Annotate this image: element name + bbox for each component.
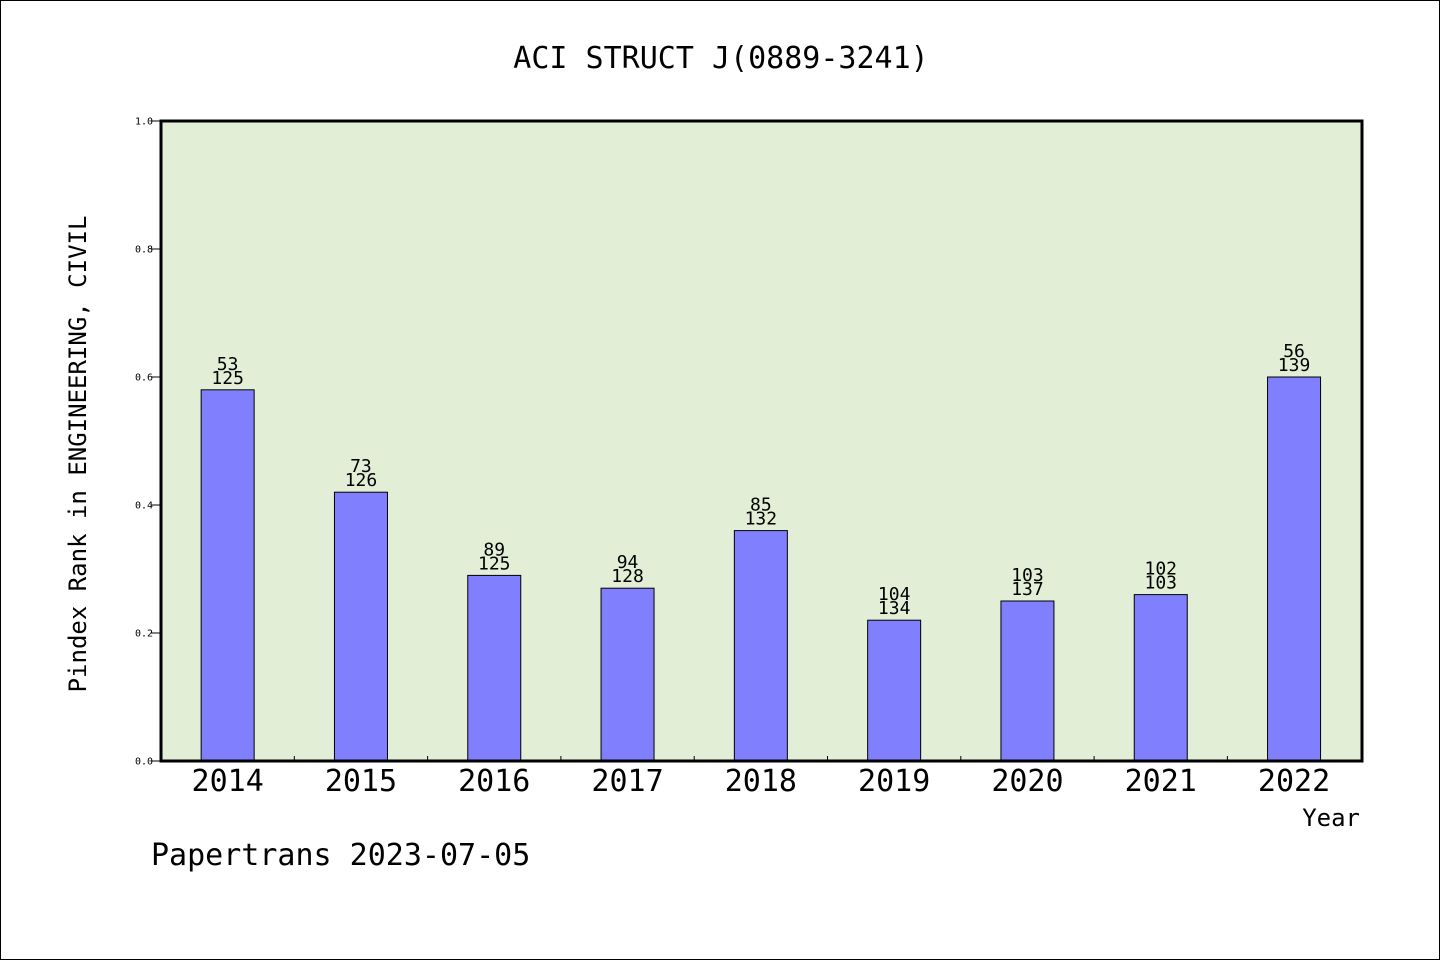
x-tick-label: 2017 (591, 764, 663, 799)
x-tick-labels: 2014 2015 2016 2017 2018 2019 2020 2021 2022 (192, 764, 1331, 799)
y-tick-label: 1.0 (135, 117, 153, 128)
total-label: 128 (611, 566, 644, 587)
footer-text: Papertrans 2023-07-05 (151, 838, 530, 873)
plot-border (159, 119, 1364, 763)
x-axis-label: Year (1302, 804, 1360, 832)
rank-label: 56 (1283, 341, 1305, 362)
total-label: 125 (211, 368, 244, 389)
bar-2016 (467, 574, 522, 762)
x-tick-label: 2018 (725, 764, 797, 799)
x-tick-label: 2021 (1125, 764, 1197, 799)
rank-label: 94 (617, 552, 639, 573)
bar-2021 (1133, 594, 1188, 762)
rank-label: 85 (750, 495, 772, 516)
bar-2020 (1000, 600, 1055, 762)
x-tick-label: 2015 (325, 764, 397, 799)
x-tick-label: 2014 (192, 764, 264, 799)
total-label: 103 (1144, 573, 1177, 594)
total-label: 125 (478, 553, 511, 574)
rank-label: 102 (1144, 559, 1177, 580)
y-tick-label: 0.0 (135, 757, 153, 768)
rank-label: 53 (217, 354, 239, 375)
x-tick-label: 2019 (858, 764, 930, 799)
y-tick-label: 0.6 (135, 373, 153, 384)
total-label: 139 (1278, 355, 1311, 376)
rank-label: 73 (350, 456, 372, 477)
total-label: 126 (345, 470, 378, 491)
chart-title: ACI STRUCT J(0889-3241) (513, 41, 928, 76)
bar-2017 (600, 587, 655, 762)
rank-label: 89 (483, 539, 505, 560)
rank-label: 103 (1011, 565, 1044, 586)
y-tick-label: 0.2 (135, 629, 153, 640)
bar-2015 (333, 491, 388, 762)
bar-2019 (867, 619, 922, 762)
total-label: 137 (1011, 579, 1044, 600)
y-axis-label: Pindex Rank in ENGINEERING, CIVIL (64, 216, 92, 693)
y-tick-label: 0.4 (135, 501, 153, 512)
bar-2018 (733, 530, 788, 762)
x-tick-label: 2022 (1258, 764, 1330, 799)
y-axis-ticks: 0.0 0.2 0.4 0.6 0.8 1.0 (135, 117, 161, 768)
rank-label: 104 (878, 584, 911, 605)
bar-2022 (1267, 376, 1322, 762)
total-label: 132 (745, 509, 778, 530)
bars-layer (200, 376, 1322, 762)
x-tick-label: 2020 (991, 764, 1063, 799)
bar-2014 (200, 389, 255, 762)
total-label: 134 (878, 598, 911, 619)
x-tick-label: 2016 (458, 764, 530, 799)
y-tick-label: 0.8 (135, 245, 153, 256)
